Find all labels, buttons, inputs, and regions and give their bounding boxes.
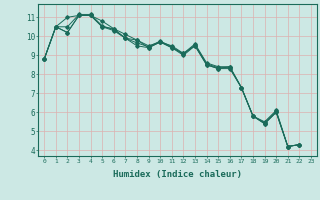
X-axis label: Humidex (Indice chaleur): Humidex (Indice chaleur)	[113, 170, 242, 179]
